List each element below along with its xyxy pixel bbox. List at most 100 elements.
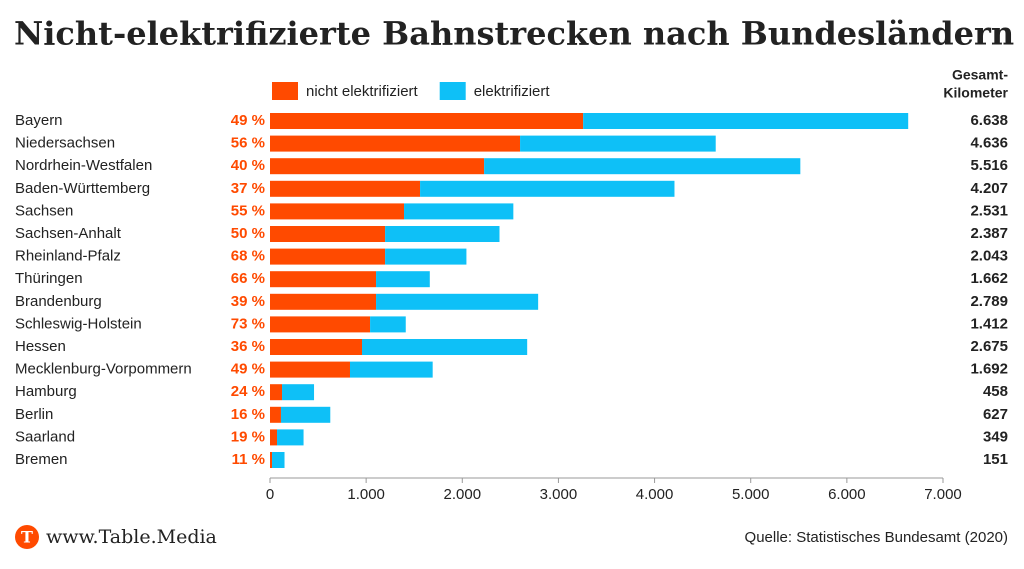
- bar-segment: [376, 271, 430, 288]
- bar-segment: [270, 135, 521, 152]
- bar-segment: [385, 248, 467, 265]
- share-label: 68 %: [231, 248, 265, 265]
- category-label: Saarland: [15, 428, 75, 445]
- total-label: 2.387: [970, 225, 1008, 242]
- bar-segment: [270, 203, 405, 220]
- total-label: 2.043: [970, 248, 1008, 265]
- source: Quelle: Statistisches Bundesamt (2020): [745, 529, 1008, 546]
- bar-segment: [270, 316, 371, 333]
- bar-segment: [270, 271, 377, 288]
- total-header: Gesamt-: [952, 67, 1008, 83]
- total-label: 627: [983, 406, 1008, 423]
- share-label: 55 %: [231, 202, 265, 219]
- x-tick-label: 5.000: [732, 486, 770, 503]
- total-label: 1.662: [970, 270, 1008, 287]
- total-label: 2.675: [970, 338, 1008, 355]
- category-label: Hessen: [15, 338, 66, 355]
- share-label: 24 %: [231, 383, 265, 400]
- bar-segment: [583, 113, 909, 129]
- logo-text: www.Table.Media: [46, 526, 217, 548]
- bar-segment: [270, 226, 386, 242]
- category-label: Hamburg: [15, 383, 77, 400]
- share-label: 39 %: [231, 293, 265, 310]
- legend-swatch: [272, 82, 298, 100]
- share-label: 40 %: [231, 157, 265, 174]
- share-label: 37 %: [231, 180, 265, 197]
- bar-segment: [270, 158, 485, 175]
- total-label: 4.207: [970, 180, 1008, 197]
- bar-segment: [376, 293, 539, 310]
- x-tick-label: 4.000: [636, 486, 674, 503]
- bar-segment: [280, 406, 331, 423]
- bar-segment: [270, 180, 421, 197]
- share-label: 16 %: [231, 406, 265, 423]
- category-label: Schleswig-Holstein: [15, 315, 142, 332]
- total-label: 458: [983, 383, 1008, 400]
- total-label: 6.638: [970, 112, 1008, 129]
- bar-segment: [420, 180, 675, 197]
- bar-segment: [404, 203, 514, 220]
- bar-segment: [270, 452, 273, 468]
- total-label: 349: [983, 428, 1008, 445]
- share-label: 73 %: [231, 315, 265, 332]
- category-label: Berlin: [15, 406, 53, 423]
- total-label: 5.516: [970, 157, 1008, 174]
- total-label: 2.531: [970, 202, 1008, 219]
- bar-segment: [270, 113, 584, 129]
- legend-label: nicht elektrifiziert: [306, 83, 419, 100]
- share-label: 66 %: [231, 270, 265, 287]
- bar-segment: [362, 339, 528, 355]
- category-label: Sachsen-Anhalt: [15, 225, 122, 242]
- category-label: Rheinland-Pfalz: [15, 248, 121, 265]
- category-label: Thüringen: [15, 270, 83, 287]
- legend-label: elektrifiziert: [474, 83, 551, 100]
- category-label: Baden-Württemberg: [15, 180, 150, 197]
- legend-swatch: [439, 82, 466, 100]
- category-label: Bayern: [15, 112, 63, 129]
- x-tick-label: 7.000: [924, 486, 962, 503]
- chart-title: Nicht-elektrifizierte Bahnstrecken nach …: [14, 15, 1014, 53]
- share-label: 50 %: [231, 225, 265, 242]
- bar-segment: [270, 361, 350, 378]
- share-label: 19 %: [231, 428, 265, 445]
- share-label: 11 %: [232, 451, 265, 468]
- bar-segment: [277, 429, 304, 446]
- bar-segment: [270, 429, 278, 446]
- category-label: Nordrhein-Westfalen: [15, 157, 152, 174]
- x-tick-label: 3.000: [540, 486, 578, 503]
- bar-segment: [270, 339, 363, 355]
- total-label: 1.692: [970, 361, 1008, 378]
- bar-segment: [484, 158, 801, 175]
- category-label: Mecklenburg-Vorpommern: [15, 361, 192, 378]
- total-label: 2.789: [970, 293, 1008, 310]
- bar-segment: [520, 135, 716, 152]
- bar-segment: [370, 316, 406, 333]
- total-label: 4.636: [970, 135, 1008, 152]
- logo-letter: T: [21, 528, 33, 547]
- category-label: Brandenburg: [15, 293, 102, 310]
- bar-segment: [270, 384, 283, 401]
- category-label: Niedersachsen: [15, 135, 115, 152]
- bar-segment: [270, 248, 386, 265]
- share-label: 49 %: [231, 361, 265, 378]
- total-header: Kilometer: [943, 85, 1008, 101]
- x-tick-label: 2.000: [444, 486, 482, 503]
- category-label: Sachsen: [15, 202, 73, 219]
- share-label: 36 %: [231, 338, 265, 355]
- share-label: 56 %: [231, 135, 265, 152]
- category-label: Bremen: [15, 451, 68, 468]
- bar-segment: [270, 406, 281, 423]
- share-label: 49 %: [231, 112, 265, 129]
- bar-segment: [385, 226, 500, 242]
- total-label: 1.412: [970, 315, 1008, 332]
- x-tick-label: 6.000: [828, 486, 866, 503]
- bar-segment: [270, 293, 377, 310]
- logo: [15, 525, 39, 549]
- x-tick-label: 0: [266, 486, 274, 503]
- total-label: 151: [983, 451, 1008, 468]
- bar-segment: [272, 452, 285, 468]
- x-tick-label: 1.000: [347, 486, 385, 503]
- bar-segment: [282, 384, 315, 401]
